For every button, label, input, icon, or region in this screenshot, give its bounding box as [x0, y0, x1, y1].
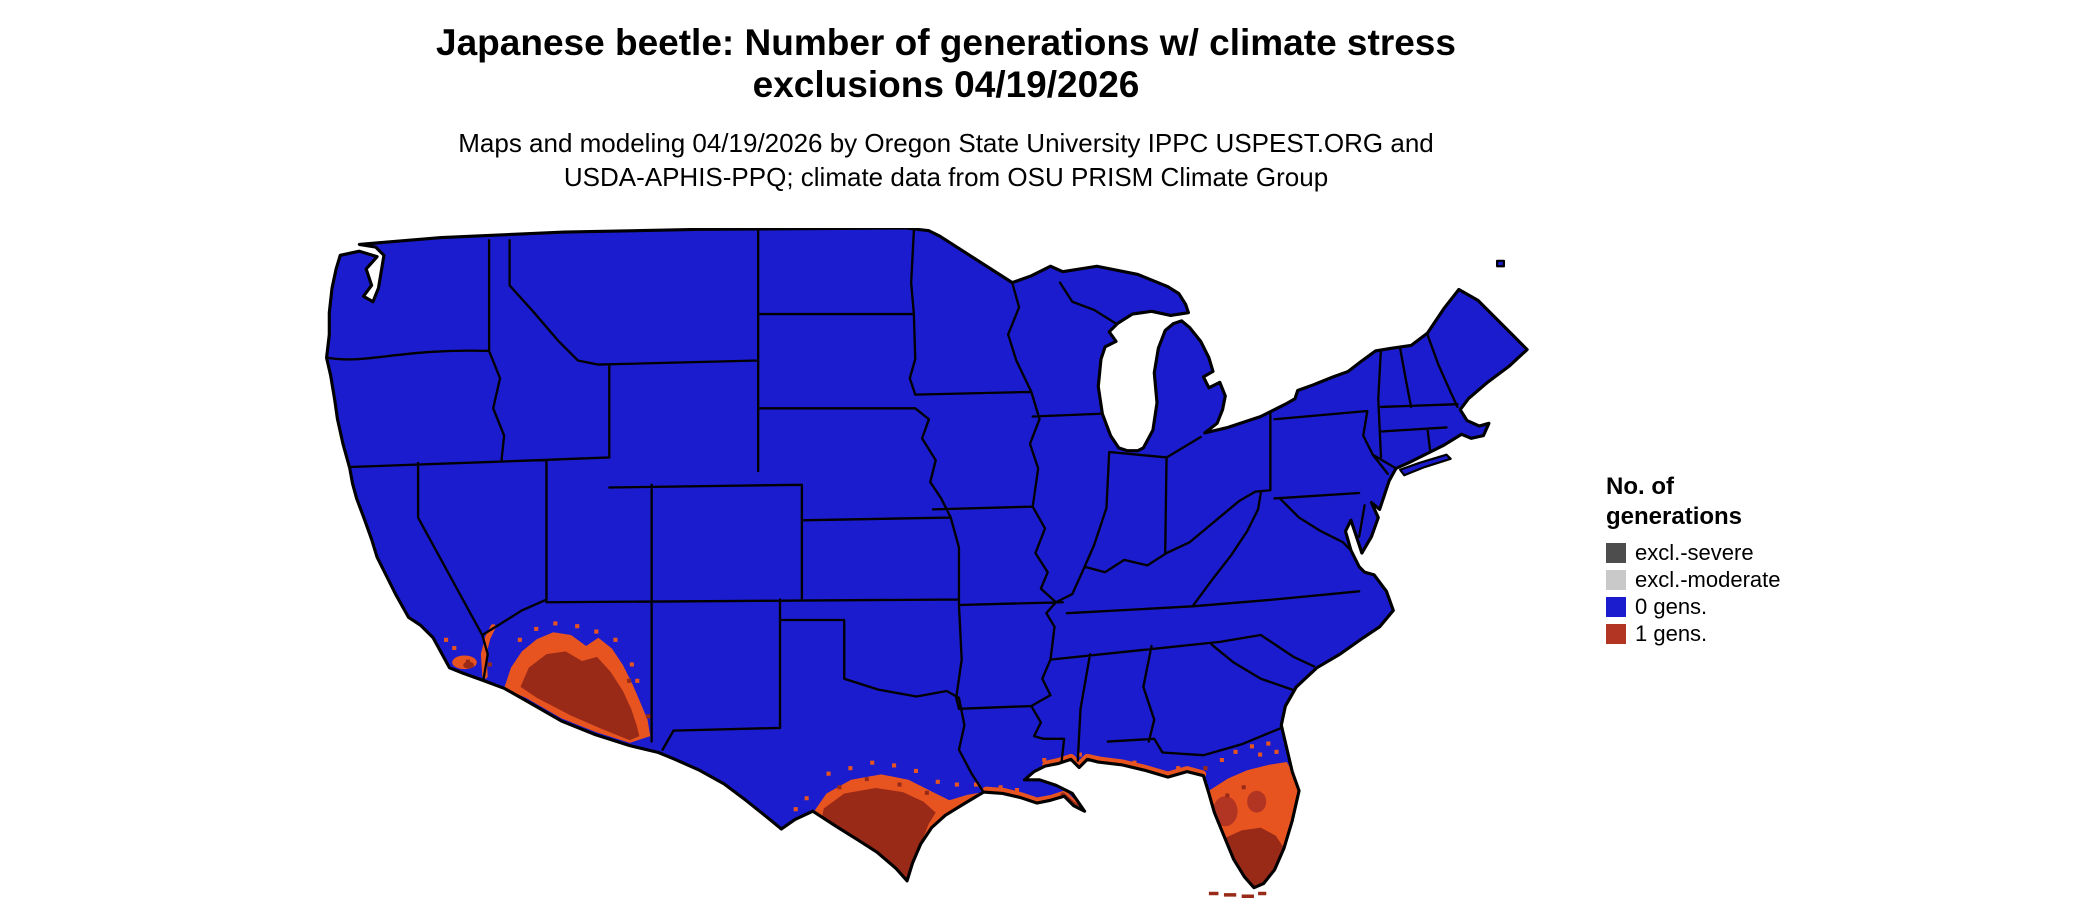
- title-line-2: exclusions 04/19/2026: [752, 64, 1140, 105]
- subtitle-line-2: USDA-APHIS-PPQ; climate data from OSU PR…: [563, 162, 1329, 192]
- legend-swatch-1-gens: [1606, 623, 1626, 644]
- legend-label-1-gens: 1 gens.: [1635, 620, 1708, 646]
- maine-island-speck: [1496, 259, 1506, 268]
- state-borders: [326, 229, 1459, 794]
- us-map-svg: [324, 228, 1529, 898]
- map-data-layers: [326, 229, 1459, 888]
- region-texas-dark-red: [822, 788, 936, 881]
- map-legend: No. of generations excl.-severe excl.-mo…: [1606, 472, 1906, 650]
- region-central-florida-red-patch-2: [1247, 790, 1267, 813]
- region-central-florida-red-patch: [1213, 796, 1238, 827]
- legend-title-line-1: No. of: [1606, 473, 1674, 500]
- legend-swatch-0-gens: [1606, 596, 1626, 617]
- title-line-1: Japanese beetle: Number of generations w…: [436, 22, 1456, 63]
- legend-item-excl-moderate: excl.-moderate: [1606, 566, 1906, 592]
- legend-label-excl-severe: excl.-severe: [1635, 539, 1754, 565]
- region-arizona-dark-red: [520, 651, 640, 741]
- legend-item-excl-severe: excl.-severe: [1606, 539, 1906, 565]
- land-base-blue: [326, 228, 1528, 888]
- legend-title: No. of generations: [1606, 472, 1906, 532]
- legend-item-0-gens: 0 gens.: [1606, 593, 1906, 619]
- florida-keys: [1208, 891, 1267, 898]
- map-header: Japanese beetle: Number of generations w…: [0, 22, 1892, 194]
- subtitle-line-1: Maps and modeling 04/19/2026 by Oregon S…: [458, 128, 1434, 158]
- legend-label-0-gens: 0 gens.: [1635, 593, 1708, 619]
- page-subtitle: Maps and modeling 04/19/2026 by Oregon S…: [0, 126, 1892, 194]
- page-title: Japanese beetle: Number of generations w…: [0, 22, 1892, 106]
- us-generations-map: [318, 228, 1548, 900]
- region-south-florida-dark-red: [1223, 827, 1285, 888]
- legend-swatch-excl-moderate: [1606, 569, 1626, 590]
- legend-item-1-gens: 1 gens.: [1606, 620, 1906, 646]
- legend-swatch-excl-severe: [1606, 542, 1626, 563]
- legend-label-excl-moderate: excl.-moderate: [1635, 566, 1781, 592]
- legend-title-line-2: generations: [1606, 503, 1743, 530]
- long-island: [1399, 453, 1452, 477]
